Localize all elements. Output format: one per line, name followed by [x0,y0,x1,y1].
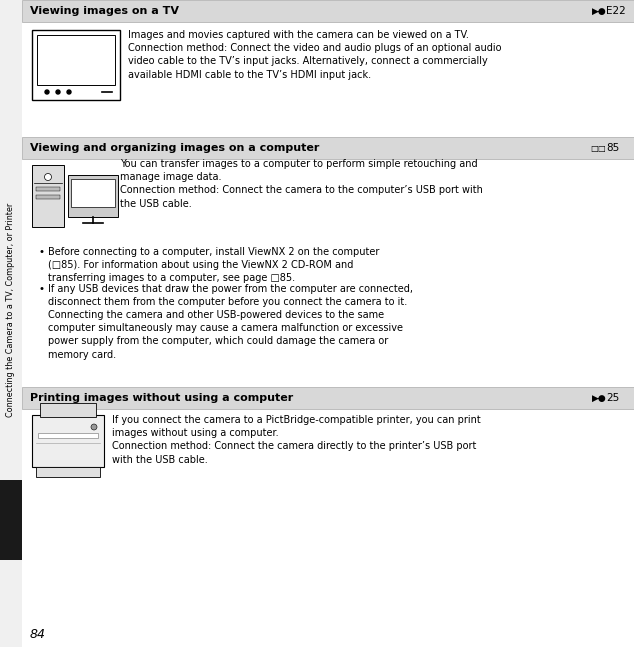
Bar [22,387,634,409]
Circle shape [56,90,60,94]
Text: 84: 84 [30,628,46,641]
Text: Before connecting to a computer, install ViewNX 2 on the computer
(□85). For inf: Before connecting to a computer, install… [48,247,379,283]
Circle shape [45,90,49,94]
Circle shape [91,424,97,430]
Circle shape [44,173,51,181]
Bar [37,35,115,85]
Text: □□: □□ [590,144,605,153]
Text: You can transfer images to a computer to perform simple retouching and
manage im: You can transfer images to a computer to… [120,159,483,208]
Text: If any USB devices that draw the power from the computer are connected,
disconne: If any USB devices that draw the power f… [48,283,413,360]
Bar [32,30,120,100]
Bar [71,179,115,207]
Text: Images and movies captured with the camera can be viewed on a TV.
Connection met: Images and movies captured with the came… [128,30,501,80]
Bar [36,467,100,477]
Text: Printing images without using a computer: Printing images without using a computer [30,393,294,403]
Text: Viewing images on a TV: Viewing images on a TV [30,6,179,16]
Bar [32,415,104,467]
Bar [22,0,634,22]
Bar [38,433,98,438]
Circle shape [67,90,71,94]
Text: •: • [38,247,44,257]
Bar [68,175,118,217]
Text: Viewing and organizing images on a computer: Viewing and organizing images on a compu… [30,143,320,153]
Text: E22: E22 [606,6,626,16]
Text: ▶●: ▶● [592,6,607,16]
Text: If you connect the camera to a PictBridge-compatible printer, you can print
imag: If you connect the camera to a PictBridg… [112,415,481,465]
Bar [36,195,60,199]
Text: Connecting the Camera to a TV, Computer, or Printer: Connecting the Camera to a TV, Computer,… [6,203,15,417]
Text: ▶●: ▶● [592,393,607,402]
Bar [32,165,64,227]
Bar [0,480,22,560]
Bar [22,137,634,159]
Text: 85: 85 [606,143,619,153]
Bar [0,0,22,647]
Bar [40,403,96,417]
Text: •: • [38,283,44,294]
Text: 25: 25 [606,393,619,403]
Bar [36,187,60,191]
